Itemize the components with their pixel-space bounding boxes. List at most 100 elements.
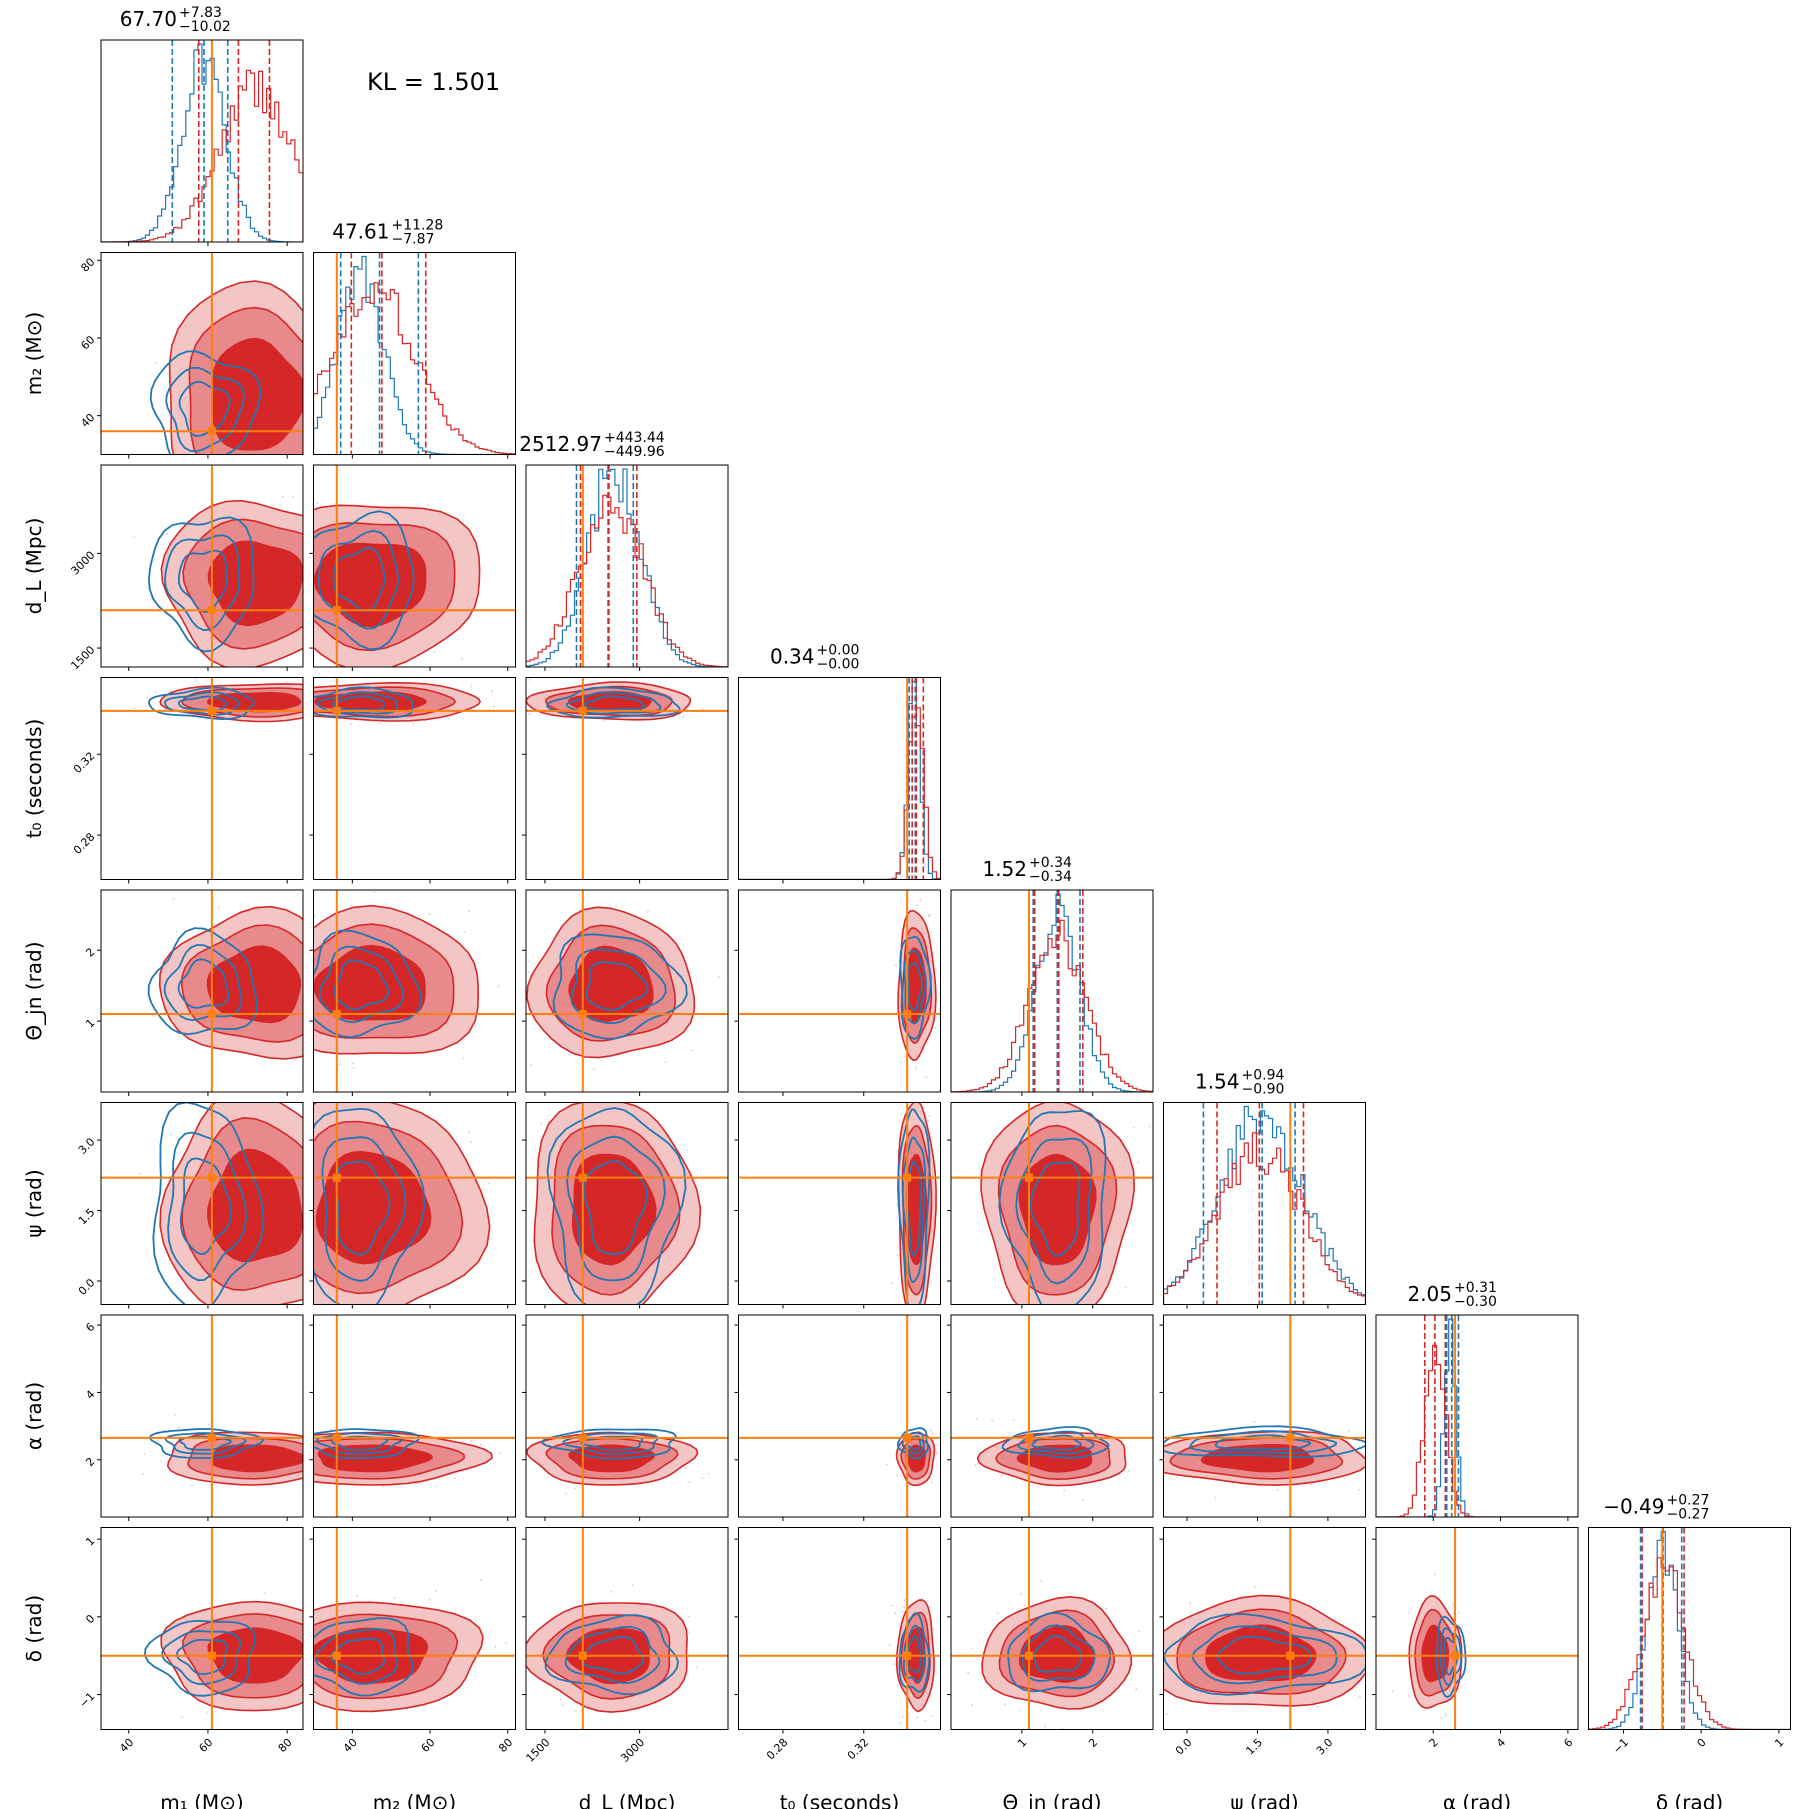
x-axis-label-theta_jn: Θ_jn (rad) — [1002, 1791, 1101, 1809]
sample-point — [647, 910, 649, 913]
sample-point — [181, 1716, 184, 1719]
sample-point — [559, 1698, 562, 1701]
sample-point — [1433, 1573, 1436, 1576]
sample-point — [324, 320, 326, 322]
injection-marker — [578, 1173, 587, 1182]
y-axis-label-m2: m₂ (M⊙) — [22, 312, 46, 395]
sample-point — [941, 1466, 943, 1468]
panel-frame — [1163, 1314, 1366, 1518]
sample-point — [201, 466, 203, 468]
x-tick-label-psi: 3.0 — [1314, 1736, 1336, 1758]
sample-point — [936, 1443, 939, 1446]
sample-point — [520, 1656, 522, 1658]
sample-point — [916, 1716, 918, 1719]
y-tick-label-alpha: 2 — [83, 1455, 97, 1469]
sample-point — [428, 1598, 431, 1601]
sample-point — [1105, 1607, 1108, 1610]
sample-point — [517, 683, 519, 685]
sample-point — [894, 1612, 897, 1615]
y-tick-label-t0: 0.28 — [71, 830, 98, 857]
injection-marker — [1286, 1651, 1295, 1660]
sample-point — [309, 1151, 311, 1153]
blue-contour-2 — [332, 546, 386, 612]
sample-point — [1316, 1706, 1319, 1708]
hist-blue-m2 — [313, 255, 516, 455]
sample-point — [428, 913, 431, 916]
sample-point — [1081, 1498, 1084, 1501]
injection-marker — [207, 427, 216, 436]
y-tick-label-psi: 0.0 — [76, 1276, 98, 1298]
sample-point — [628, 1401, 630, 1403]
sample-point — [618, 1096, 620, 1098]
sample-point — [688, 1631, 691, 1634]
sample-point — [975, 1418, 978, 1421]
title-minus-alpha: −0.30 — [1454, 1294, 1497, 1310]
blue-contour-2 — [1031, 1434, 1082, 1451]
injection-marker — [578, 1433, 587, 1442]
sample-point — [1358, 1695, 1361, 1698]
panel-frame — [525, 1102, 729, 1305]
injection-marker — [332, 1433, 341, 1442]
sample-point — [1232, 1482, 1235, 1485]
sample-point — [494, 1645, 497, 1648]
blue-contour-0 — [313, 1428, 421, 1460]
sample-point — [189, 1478, 192, 1481]
title-minus-psi: −0.90 — [1242, 1082, 1285, 1098]
sample-point — [146, 697, 148, 700]
injection-marker — [207, 1010, 216, 1019]
sample-point — [885, 1463, 888, 1466]
sample-point — [300, 669, 302, 671]
blue-contour-0 — [152, 1102, 265, 1305]
sample-point — [308, 1018, 310, 1020]
x-tick-label-m2: 80 — [496, 1736, 515, 1755]
sample-point — [305, 610, 307, 612]
sample-point — [513, 697, 515, 699]
hist-blue-theta_jn — [951, 893, 1153, 1092]
panel-frame — [100, 1102, 304, 1305]
hist-blue-m1 — [101, 43, 303, 242]
sample-point — [928, 914, 931, 917]
sample-point — [1074, 1040, 1076, 1042]
hist-blue-dL — [526, 468, 728, 667]
x-tick-label-alpha: 6 — [1561, 1736, 1575, 1750]
sample-point — [307, 1634, 309, 1636]
sample-point — [564, 1492, 567, 1495]
sample-point — [307, 914, 309, 916]
sample-point — [463, 931, 466, 934]
y-axis-label-dL: d_L (Mpc) — [22, 518, 46, 615]
y-tick-label-dL: 1500 — [68, 643, 97, 672]
blue-contour-0 — [545, 686, 681, 719]
sample-point — [200, 459, 202, 461]
sample-point — [942, 968, 944, 970]
blue-contour-1 — [321, 1136, 407, 1282]
injection-marker — [207, 706, 216, 715]
x-axis-label-alpha: α (rad) — [1443, 1791, 1511, 1809]
sample-point — [484, 983, 486, 985]
title-minus-t0: −0.00 — [817, 657, 860, 673]
injection-marker — [578, 1010, 587, 1019]
sample-point — [178, 1426, 181, 1429]
sample-point — [497, 985, 500, 988]
panel-frame — [950, 1102, 1154, 1305]
sample-point — [290, 1105, 292, 1107]
sample-point — [1440, 1717, 1443, 1719]
blue-contour-1 — [1189, 1430, 1338, 1454]
sample-point — [505, 1642, 507, 1645]
title-value-m1: 67.70 — [120, 7, 177, 31]
panel-frame — [100, 1314, 304, 1518]
sample-point — [889, 1644, 892, 1647]
sample-point — [281, 495, 284, 498]
y-tick-label-t0: 0.32 — [71, 750, 98, 777]
blue-contour-0 — [147, 927, 258, 1036]
blue-contour-0 — [896, 1427, 930, 1460]
sample-point — [352, 1062, 354, 1065]
sample-point — [929, 1132, 932, 1135]
blue-contour-0 — [546, 1107, 687, 1305]
sample-point — [434, 1485, 437, 1488]
hist-red-t0 — [738, 707, 941, 880]
sample-point — [631, 1583, 634, 1586]
sample-point — [1149, 1125, 1152, 1128]
hist-red-dL — [526, 494, 728, 667]
sample-point — [688, 1481, 691, 1484]
sample-point — [470, 1440, 473, 1443]
